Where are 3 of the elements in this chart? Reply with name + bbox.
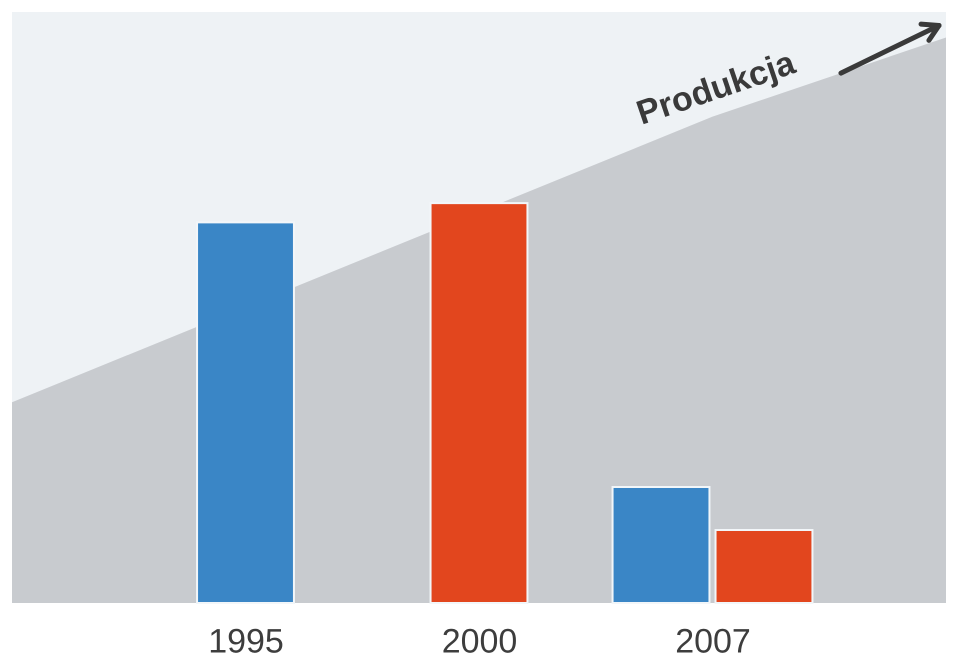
- x-tick-label: 1995: [208, 622, 284, 660]
- x-tick-label: 2007: [675, 622, 751, 660]
- x-tick-label: 2000: [442, 622, 518, 660]
